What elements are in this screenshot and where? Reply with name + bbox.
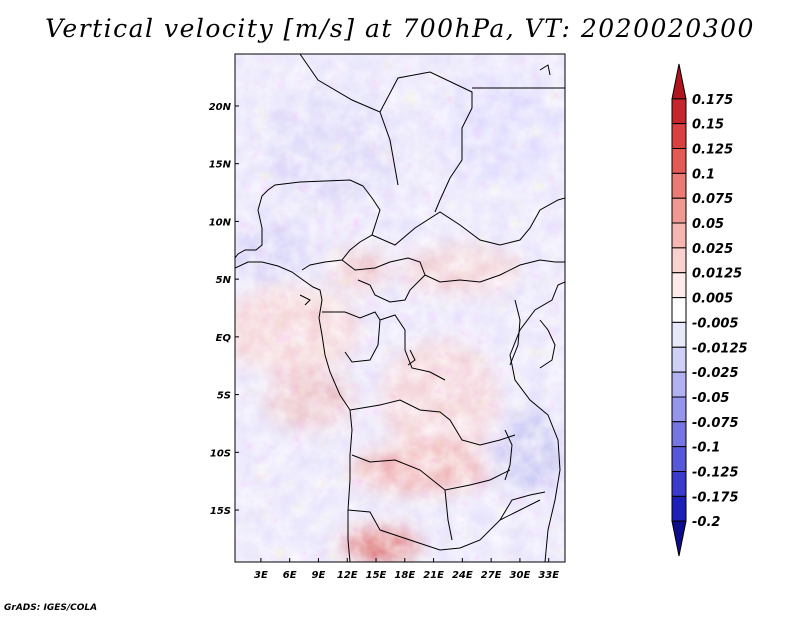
x-tick-label: 18E [394, 570, 415, 581]
x-tick-label: 21E [423, 570, 444, 581]
colorbar-label: -0.0125 [692, 341, 748, 356]
colorbar-label: 0.175 [692, 93, 733, 108]
x-tick-label: 6E [283, 570, 297, 581]
y-tick-label: EQ [216, 333, 232, 344]
colorbar-label: 0.15 [692, 118, 724, 133]
plot-frame [234, 53, 566, 563]
y-axis: 20N 15N 10N 5N EQ 5S 10S 15S [209, 102, 239, 517]
colorbar-swatch [671, 123, 687, 150]
grads-credit: GrADS: IGES/COLA [4, 603, 98, 613]
colorbar-label: 0.005 [692, 292, 733, 307]
colorbar-swatch [671, 148, 687, 174]
x-tick-label: 9E [312, 570, 326, 581]
colorbar-swatch [671, 321, 687, 348]
colorbar-swatch [671, 98, 687, 125]
colorbar-label: -0.175 [692, 490, 739, 505]
x-tick-label: 30E [510, 570, 531, 581]
y-tick-label: 10S [210, 448, 231, 459]
x-tick-label: 3E [254, 570, 268, 581]
field-texture [235, 54, 565, 562]
colorbar-label: -0.125 [692, 465, 739, 480]
colorbar-label: 0.0125 [692, 267, 742, 282]
colorbar-swatch [671, 297, 687, 323]
colorbar: 0.175 0.15 0.125 0.1 0.075 0.05 0.025 0.0125 0.0… [671, 63, 748, 557]
chart-title: Vertical velocity [m/s] at 700hPa, VT: 2… [45, 14, 755, 43]
colorbar-swatch [671, 495, 687, 522]
y-tick-label: 15S [210, 506, 231, 517]
colorbar-swatch [671, 396, 687, 423]
colorbar-label: 0.075 [692, 192, 733, 207]
y-tick-label: 20N [209, 102, 232, 113]
x-tick-label: 15E [366, 570, 387, 581]
plot-area [235, 54, 565, 562]
colorbar-swatch [671, 172, 687, 199]
colorbar-label: -0.005 [692, 316, 739, 331]
colorbar-swatch [671, 272, 687, 299]
colorbar-swatch [671, 520, 687, 557]
x-tick-label: 12E [337, 570, 358, 581]
colorbar-label: -0.075 [692, 416, 739, 431]
colorbar-swatch [671, 222, 687, 249]
colorbar-label: -0.025 [692, 366, 739, 381]
y-tick-label: 10N [209, 217, 232, 228]
colorbar-label: 0.1 [692, 167, 715, 182]
x-tick-label: 33E [538, 570, 559, 581]
colorbar-label: 0.05 [692, 217, 724, 232]
y-tick-label: 15N [209, 160, 232, 171]
colorbar-label: -0.1 [692, 441, 720, 456]
colorbar-label: -0.05 [692, 391, 729, 406]
y-tick-label: 5S [217, 391, 231, 402]
colorbar-swatch [671, 446, 687, 472]
colorbar-swatch [671, 247, 687, 274]
colorbar-swatch [671, 371, 687, 398]
colorbar-label: 0.125 [692, 143, 733, 158]
x-tick-label: 27E [481, 570, 502, 581]
x-tick-label: 24E [452, 570, 473, 581]
colorbar-label: -0.2 [692, 515, 720, 530]
colorbar-label: 0.025 [692, 242, 733, 257]
country-borders [235, 54, 565, 562]
colorbar-swatch [671, 197, 687, 224]
colorbar-swatch [671, 470, 687, 497]
colorbar-swatch [671, 346, 687, 373]
x-axis: 3E 6E 9E 12E 15E 18E 21E 24E 27E 30E 33E [254, 558, 559, 581]
colorbar-swatch [671, 63, 687, 100]
colorbar-swatch [671, 421, 687, 448]
y-tick-label: 5N [216, 275, 232, 286]
